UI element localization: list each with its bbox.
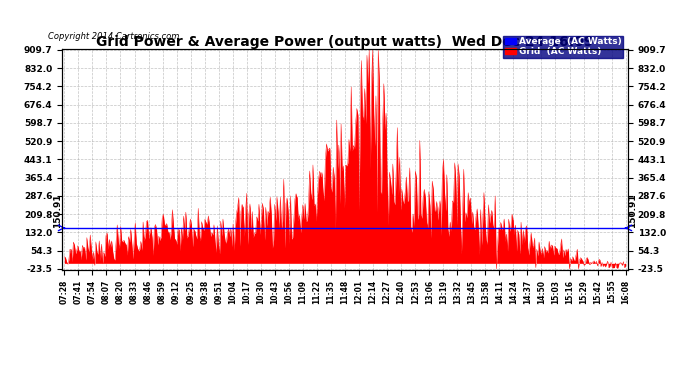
Legend: Average  (AC Watts), Grid  (AC Watts): Average (AC Watts), Grid (AC Watts) (504, 36, 623, 58)
Text: Copyright 2014 Cartronics.com: Copyright 2014 Cartronics.com (48, 32, 179, 41)
Text: 150.91: 150.91 (53, 193, 62, 228)
Title: Grid Power & Average Power (output watts)  Wed Dec 24 16:09: Grid Power & Average Power (output watts… (97, 35, 593, 49)
Text: 150.91: 150.91 (628, 193, 637, 228)
